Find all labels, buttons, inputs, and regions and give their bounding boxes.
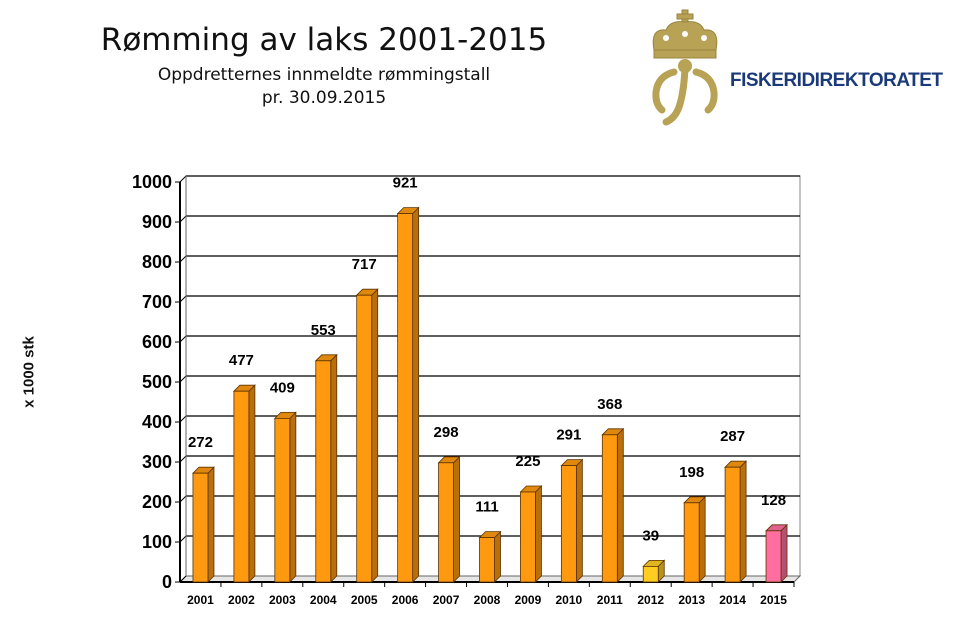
bar-side-2002 (248, 384, 256, 583)
data-label-2011: 368 (597, 396, 622, 413)
x-tick-label-2004: 2004 (310, 593, 337, 607)
x-tick-label-2015: 2015 (760, 593, 787, 607)
x-tick-label-2012: 2012 (637, 593, 664, 607)
bar-2002 (233, 390, 250, 583)
data-label-2015: 128 (761, 492, 786, 509)
chart-subtitle: Oppdretternes innmeldte rømmingstall pr.… (84, 64, 564, 110)
bar-side-2014 (739, 460, 747, 583)
data-label-2002: 477 (229, 352, 254, 369)
bar-2014 (724, 466, 741, 583)
y-tick-label: 600 (142, 332, 172, 352)
data-label-2008: 111 (475, 499, 498, 516)
data-label-2010: 291 (556, 427, 581, 444)
bar-side-2008 (494, 530, 501, 583)
logo-text: FISKERIDIREKTORATET (730, 70, 943, 91)
bar-2011 (601, 434, 618, 583)
x-tick-label-2010: 2010 (556, 593, 583, 607)
bar-2015 (765, 530, 782, 583)
x-tick-label-2005: 2005 (351, 593, 378, 607)
bar-2003 (274, 417, 291, 583)
y-tick-label: 300 (142, 452, 172, 472)
bar-side-2003 (289, 411, 297, 583)
x-tick-label-2002: 2002 (228, 593, 255, 607)
y-tick-label: 1000 (132, 172, 172, 192)
y-tick-label: 400 (142, 412, 172, 432)
bar-2007 (438, 462, 454, 583)
x-tick-label-2009: 2009 (515, 593, 542, 607)
data-label-2009: 225 (515, 453, 540, 470)
bar-side-2013 (698, 495, 706, 583)
subtitle-line-1: Oppdretternes innmeldte rømmingstall (157, 65, 491, 85)
bar-side-2007 (453, 455, 460, 583)
x-tick-label-2001: 2001 (187, 593, 214, 607)
data-label-2004: 553 (311, 322, 336, 339)
bar-2008 (479, 537, 495, 583)
bar-side-2010 (575, 458, 583, 583)
gridline-depth-1000 (179, 175, 187, 183)
x-tick-label-2011: 2011 (597, 593, 623, 607)
data-label-2013: 198 (679, 464, 704, 481)
x-tick-label-2008: 2008 (474, 593, 501, 607)
subtitle-line-2: pr. 30.09.2015 (261, 88, 387, 108)
bar-side-2005 (371, 288, 379, 583)
data-label-2014: 287 (720, 428, 745, 445)
x-tick-label-2014: 2014 (719, 593, 746, 607)
data-label-2007: 298 (434, 424, 459, 441)
bar-side-2009 (535, 485, 542, 583)
x-tick-label-2013: 2013 (678, 593, 705, 607)
bar-2001 (192, 472, 209, 583)
y-tick-label: 100 (142, 532, 172, 552)
crown-mermaid-emblem-icon (652, 9, 718, 126)
data-label-2001: 272 (188, 434, 213, 451)
fiskeridirektoratet-logo: FISKERIDIREKTORATET (640, 6, 943, 134)
data-label-2006: 921 (393, 175, 418, 192)
bar-side-2006 (412, 206, 420, 583)
x-tick-label-2007: 2007 (433, 593, 460, 607)
bar-2009 (520, 491, 536, 583)
data-label-2012: 39 (642, 527, 659, 544)
bar-2010 (560, 465, 577, 583)
bar-side-2015 (780, 523, 788, 583)
x-tick-label-2006: 2006 (392, 593, 419, 607)
bar-2004 (315, 360, 332, 583)
y-tick-label: 200 (142, 492, 172, 512)
bar-2012 (642, 566, 659, 583)
bar-2006 (397, 213, 414, 583)
y-tick-label: 0 (162, 572, 172, 592)
bar-2013 (683, 502, 700, 583)
chart-title: Rømming av laks 2001-2015 (100, 22, 548, 58)
data-label-2003: 409 (270, 379, 295, 396)
data-label-2005: 717 (352, 256, 377, 273)
y-tick-label: 700 (142, 292, 172, 312)
y-tick-label: 900 (142, 212, 172, 232)
bar-side-2011 (616, 427, 624, 583)
y-tick-label: 800 (142, 252, 172, 272)
bar-side-2004 (330, 353, 338, 583)
bar-side-2001 (207, 466, 215, 583)
y-tick-label: 500 (142, 372, 172, 392)
bar-2005 (356, 294, 373, 583)
x-tick-label-2003: 2003 (269, 593, 296, 607)
